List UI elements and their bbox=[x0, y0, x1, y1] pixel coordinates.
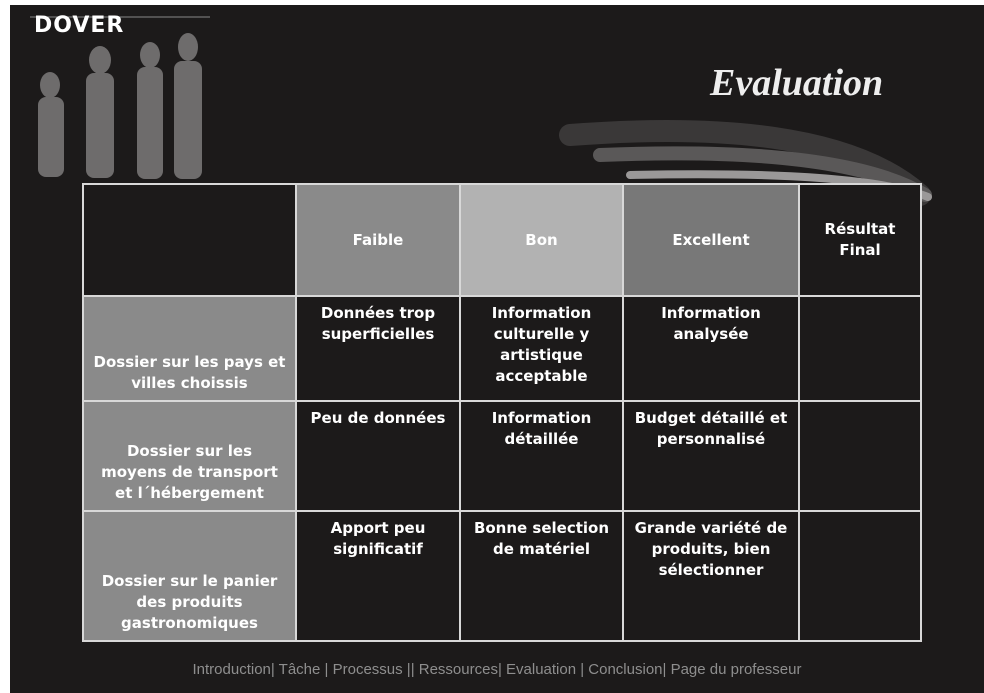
table-cell bbox=[798, 295, 922, 402]
table-cell: Données trop superficielles bbox=[295, 295, 461, 402]
table-cell: Grande variété de produits, bien sélecti… bbox=[622, 510, 800, 642]
row-header: Dossier sur les moyens de transport et l… bbox=[82, 400, 297, 512]
table-cell bbox=[798, 510, 922, 642]
table-row: Dossier sur le panier des produits gastr… bbox=[82, 510, 922, 642]
nav-links[interactable]: Introduction| Tâche | Processus || Resso… bbox=[192, 661, 802, 678]
row-header: Dossier sur le panier des produits gastr… bbox=[82, 510, 297, 642]
column-header: Bon bbox=[459, 183, 624, 297]
table-cell: Information culturelle y artistique acce… bbox=[459, 295, 624, 402]
table-row: Dossier sur les pays et villes choissis D… bbox=[82, 295, 922, 402]
column-header bbox=[82, 183, 297, 297]
table-cell: Apport peu significatif bbox=[295, 510, 461, 642]
logo: DOVER bbox=[34, 13, 125, 38]
column-header: Excellent bbox=[622, 183, 800, 297]
table-row: Dossier sur les moyens de transport et l… bbox=[82, 400, 922, 512]
column-header: Faible bbox=[295, 183, 461, 297]
row-header: Dossier sur les pays et villes choissis bbox=[82, 295, 297, 402]
table-cell: Bonne selection de matériel bbox=[459, 510, 624, 642]
page-title: Evaluation bbox=[710, 62, 884, 104]
rubric-table: Faible Bon Excellent Résultat Final Dossier … bbox=[82, 183, 922, 642]
table-cell: Information détaillée bbox=[459, 400, 624, 512]
column-header: Résultat Final bbox=[798, 183, 922, 297]
header-row: Faible Bon Excellent Résultat Final bbox=[82, 183, 922, 297]
table-cell: Peu de données bbox=[295, 400, 461, 512]
slide: DOVER Evaluation Faible Bon Excellent Résul… bbox=[10, 5, 984, 693]
table-cell bbox=[798, 400, 922, 512]
decoration bbox=[30, 16, 932, 206]
table-cell: Budget détaillé et personnalisé bbox=[622, 400, 800, 512]
table-cell: Information analysée bbox=[622, 295, 800, 402]
